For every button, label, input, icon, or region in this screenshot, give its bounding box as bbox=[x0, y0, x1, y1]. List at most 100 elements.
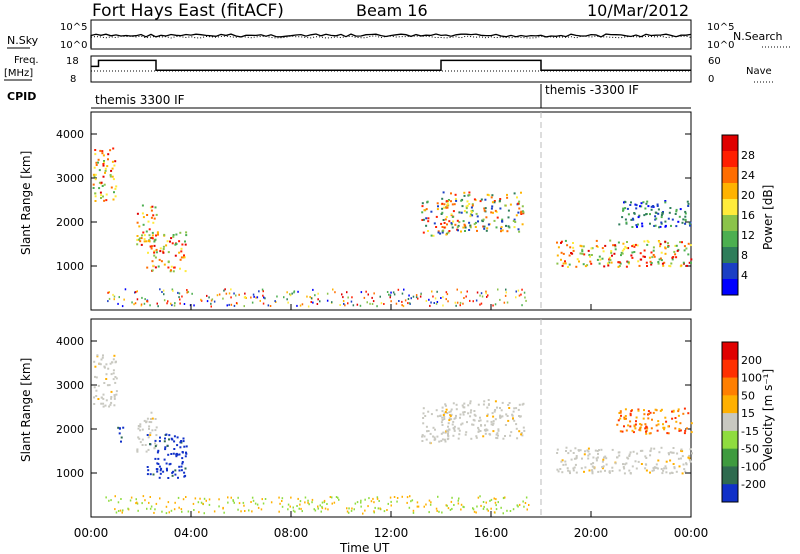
colorbar-segment bbox=[722, 167, 738, 184]
data-cell bbox=[492, 211, 494, 214]
data-cell bbox=[100, 402, 103, 405]
data-cell bbox=[291, 292, 293, 295]
data-cell bbox=[511, 413, 514, 416]
y-tick-label: 1000 bbox=[56, 260, 84, 273]
data-cell bbox=[644, 427, 647, 430]
data-cell bbox=[681, 241, 683, 244]
data-cell bbox=[238, 293, 240, 296]
data-cell bbox=[276, 295, 278, 298]
data-cell bbox=[181, 243, 184, 246]
data-cell bbox=[476, 505, 478, 508]
data-cell bbox=[629, 451, 632, 454]
data-cell bbox=[134, 302, 137, 305]
data-cell bbox=[490, 420, 493, 423]
data-cell bbox=[133, 303, 135, 306]
date-title: 10/Mar/2012 bbox=[587, 1, 689, 20]
colorbar-frame bbox=[721, 341, 739, 503]
data-cell bbox=[159, 469, 162, 472]
data-cell bbox=[521, 205, 524, 208]
data-cell bbox=[455, 199, 458, 202]
data-cell bbox=[178, 465, 181, 468]
data-cell bbox=[353, 508, 355, 511]
data-cell bbox=[99, 191, 102, 194]
data-cell bbox=[287, 503, 290, 506]
y-tick-label: 4000 bbox=[56, 335, 84, 348]
data-cell bbox=[649, 471, 651, 474]
data-cell bbox=[362, 512, 364, 515]
data-cell bbox=[640, 463, 643, 465]
data-cell bbox=[148, 427, 150, 430]
data-cell bbox=[611, 466, 614, 469]
data-cell bbox=[680, 264, 683, 267]
data-cell bbox=[274, 300, 276, 303]
data-cell bbox=[521, 304, 523, 307]
data-cell bbox=[454, 416, 457, 419]
data-cell bbox=[103, 199, 106, 202]
data-cell bbox=[146, 300, 149, 303]
data-cell bbox=[452, 434, 455, 437]
data-cell bbox=[490, 507, 492, 510]
data-cell bbox=[432, 295, 434, 298]
data-cell bbox=[676, 249, 679, 252]
data-cell bbox=[147, 240, 150, 242]
data-cell bbox=[496, 437, 499, 440]
data-cell bbox=[448, 230, 451, 232]
data-cell bbox=[521, 223, 524, 226]
data-cell bbox=[601, 247, 604, 250]
data-cell bbox=[147, 251, 149, 254]
data-cell bbox=[504, 435, 506, 437]
data-cell bbox=[620, 254, 622, 257]
data-cell bbox=[560, 460, 563, 463]
data-cell bbox=[625, 462, 628, 465]
data-cell bbox=[167, 300, 169, 303]
data-cell bbox=[242, 501, 245, 504]
data-cell bbox=[111, 167, 114, 170]
data-cell bbox=[671, 451, 674, 454]
data-cell bbox=[160, 260, 163, 263]
data-cell bbox=[108, 297, 111, 300]
data-cell bbox=[112, 178, 115, 181]
data-cell bbox=[170, 265, 173, 268]
data-cell bbox=[164, 437, 166, 440]
data-cell bbox=[230, 496, 232, 499]
data-cell bbox=[156, 232, 159, 235]
data-cell bbox=[688, 457, 691, 460]
data-cell bbox=[685, 247, 688, 250]
data-cell bbox=[423, 435, 426, 438]
data-cell bbox=[184, 455, 187, 458]
data-cell bbox=[487, 399, 490, 401]
data-cell bbox=[629, 472, 632, 474]
colorbar-tick-label: 4 bbox=[741, 269, 748, 282]
data-cell bbox=[142, 216, 145, 219]
data-cell bbox=[460, 423, 463, 426]
data-cell bbox=[316, 303, 319, 305]
data-cell bbox=[628, 455, 631, 457]
data-cell bbox=[673, 467, 676, 470]
data-cell bbox=[100, 358, 103, 361]
data-cell bbox=[498, 199, 501, 202]
data-cell bbox=[186, 291, 188, 294]
data-cell bbox=[163, 263, 166, 266]
data-cell bbox=[495, 498, 497, 501]
data-cell bbox=[155, 426, 158, 429]
data-cell bbox=[317, 505, 319, 508]
data-cell bbox=[430, 210, 433, 213]
data-cell bbox=[319, 300, 321, 303]
data-cell bbox=[174, 302, 176, 305]
data-cell bbox=[571, 252, 574, 255]
data-cell bbox=[627, 261, 630, 264]
data-cell bbox=[113, 298, 115, 301]
data-cell bbox=[587, 454, 590, 457]
data-cell bbox=[611, 254, 613, 257]
data-cell bbox=[102, 397, 105, 400]
data-cell bbox=[162, 248, 165, 250]
data-cell bbox=[155, 502, 158, 505]
data-cell bbox=[110, 373, 113, 376]
data-cell bbox=[463, 210, 466, 213]
data-cell bbox=[252, 499, 255, 502]
data-cell bbox=[474, 226, 477, 228]
data-cell bbox=[446, 223, 448, 226]
data-cell bbox=[473, 410, 476, 412]
colorbar-segment bbox=[722, 430, 738, 450]
